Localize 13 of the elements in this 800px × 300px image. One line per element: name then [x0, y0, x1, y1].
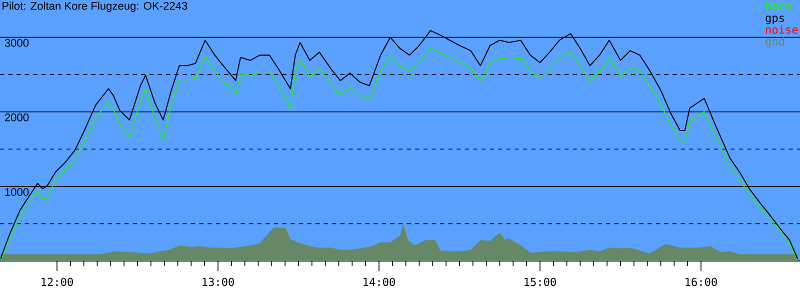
legend-label: noise: [766, 25, 798, 34]
chart-title: Pilot: Zoltan Kore Flugzeug: OK-2243: [2, 2, 188, 12]
x-tick-label: 15:00: [524, 278, 556, 286]
y-tick-label: 1000: [5, 188, 29, 196]
text: gps: [766, 16, 784, 24]
y-tick-label: 2000: [4, 114, 29, 122]
text: baro: [766, 2, 791, 10]
x-tick-label: 13:00: [202, 278, 234, 286]
x-tick-label: 16:00: [686, 278, 717, 286]
y-tick-label: 3000: [4, 38, 29, 47]
x-tick-label: 14:00: [364, 278, 395, 286]
x-tick-label: 12:00: [42, 278, 73, 286]
text: gnd: [766, 36, 784, 48]
